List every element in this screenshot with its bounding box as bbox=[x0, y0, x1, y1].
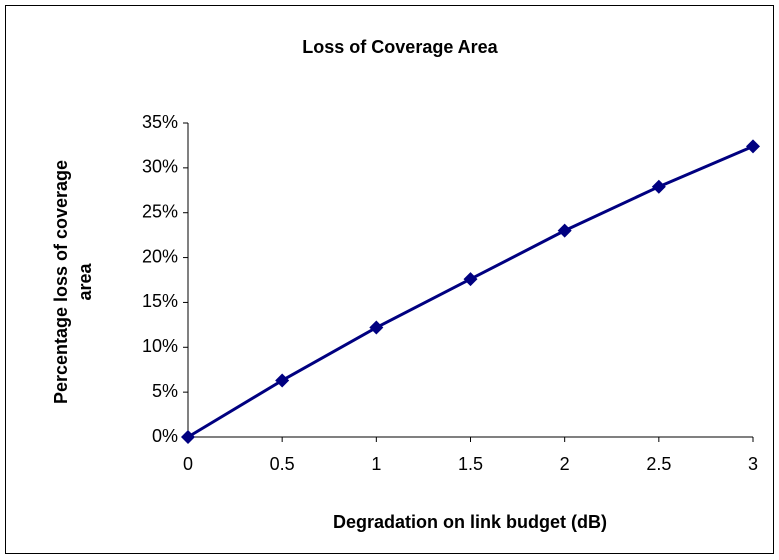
x-tick-label: 2 bbox=[560, 454, 570, 474]
y-tick-label: 20% bbox=[142, 246, 178, 266]
x-tick-label: 3 bbox=[748, 454, 758, 474]
y-tick-label: 10% bbox=[142, 336, 178, 356]
data-point bbox=[557, 223, 572, 238]
y-tick-label: 30% bbox=[142, 157, 178, 177]
chart-title: Loss of Coverage Area bbox=[302, 37, 498, 57]
x-tick-label: 1 bbox=[371, 454, 381, 474]
y-tick-label: 25% bbox=[142, 201, 178, 221]
x-tick-label: 2.5 bbox=[646, 454, 671, 474]
y-tick-label: 35% bbox=[142, 112, 178, 132]
data-point bbox=[746, 139, 760, 154]
data-point bbox=[651, 179, 666, 194]
x-tick-label: 1.5 bbox=[458, 454, 483, 474]
data-point bbox=[369, 320, 384, 335]
data-point bbox=[181, 430, 195, 444]
y-tick-label: 5% bbox=[152, 381, 178, 401]
x-tick-label: 0.5 bbox=[270, 454, 295, 474]
y-tick-label: 0% bbox=[152, 426, 178, 446]
x-tick-label: 0 bbox=[183, 454, 193, 474]
y-axis-label: Percentage loss of coverage bbox=[51, 160, 71, 404]
y-axis-label: area bbox=[75, 262, 95, 300]
chart-frame bbox=[5, 5, 774, 554]
y-tick-label: 15% bbox=[142, 291, 178, 311]
data-point bbox=[463, 272, 478, 287]
data-point bbox=[275, 373, 290, 388]
x-axis-label: Degradation on link budget (dB) bbox=[333, 512, 607, 532]
